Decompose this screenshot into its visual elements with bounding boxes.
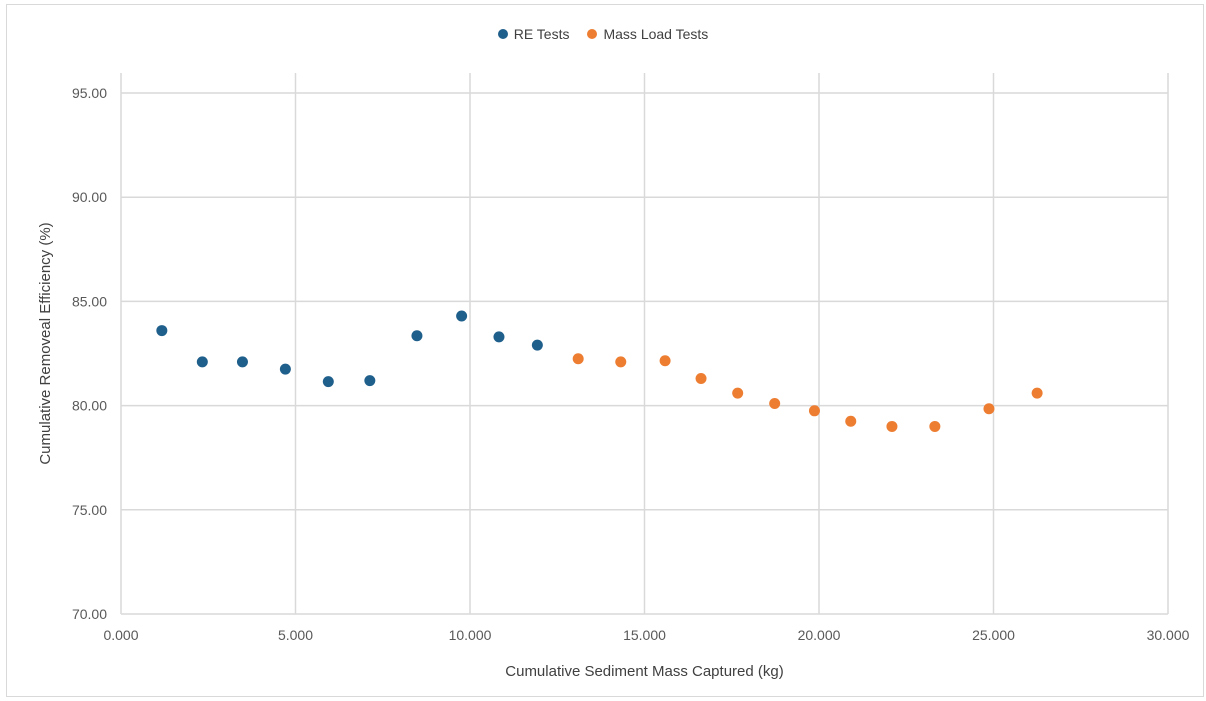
mass-load-tests-point xyxy=(572,353,584,365)
mass-load-tests-point xyxy=(695,373,707,385)
re-tests-point xyxy=(279,363,291,375)
legend-marker-re-tests xyxy=(497,29,508,39)
chart-frame xyxy=(6,4,1204,697)
re-tests-point xyxy=(456,310,468,322)
mass-load-tests-point xyxy=(769,398,781,410)
mass-load-tests-point xyxy=(732,387,744,399)
y-tick-label: 80.00 xyxy=(72,398,107,414)
mass-load-tests-point xyxy=(659,355,671,367)
mass-load-tests-point xyxy=(886,420,898,432)
x-tick-label: 20.000 xyxy=(798,627,841,643)
legend-marker-mass-load-tests xyxy=(587,29,598,39)
mass-load-tests-point xyxy=(1031,387,1043,399)
legend-item-re-tests: RE Tests xyxy=(497,26,570,42)
re-tests-point xyxy=(196,356,208,368)
re-tests-point xyxy=(322,376,334,388)
re-tests-point xyxy=(236,356,248,368)
x-tick-label: 30.000 xyxy=(1147,627,1190,643)
re-tests-point xyxy=(493,331,505,343)
legend-label-mass-load-tests: Mass Load Tests xyxy=(603,26,709,42)
grid-lines xyxy=(120,73,1169,615)
mass-load-tests-point xyxy=(808,405,820,417)
x-tick-label: 25.000 xyxy=(972,627,1015,643)
mass-load-tests-point xyxy=(615,356,627,368)
y-axis-title: Cumulative Removeal Efficiency (%) xyxy=(37,222,54,464)
x-tick-label: 10.000 xyxy=(449,627,492,643)
legend-item-mass-load-tests: Mass Load Tests xyxy=(587,26,708,42)
x-tick-label: 15.000 xyxy=(623,627,666,643)
mass-load-tests-point xyxy=(929,420,941,432)
x-axis-title: Cumulative Sediment Mass Captured (kg) xyxy=(505,663,783,680)
legend: RE Tests Mass Load Tests xyxy=(0,26,1206,42)
x-tick-label: 5.000 xyxy=(278,627,313,643)
data-points xyxy=(156,310,1043,432)
y-tick-label: 70.00 xyxy=(72,606,107,622)
re-tests-point xyxy=(364,375,376,387)
y-tick-label: 75.00 xyxy=(72,502,107,518)
mass-load-tests-point xyxy=(845,415,857,427)
y-tick-label: 95.00 xyxy=(72,85,107,101)
mass-load-tests-point xyxy=(983,403,995,415)
tick-labels: 0.000 5.000 10.000 15.000 20.000 25.000 30.000… xyxy=(72,85,1190,643)
y-tick-label: 90.00 xyxy=(72,189,107,205)
re-tests-point xyxy=(156,325,168,337)
legend-label-re-tests: RE Tests xyxy=(513,26,570,42)
re-tests-point xyxy=(411,330,423,342)
re-tests-point xyxy=(531,339,543,351)
y-tick-label: 85.00 xyxy=(72,293,107,309)
x-tick-label: 0.000 xyxy=(103,627,138,643)
